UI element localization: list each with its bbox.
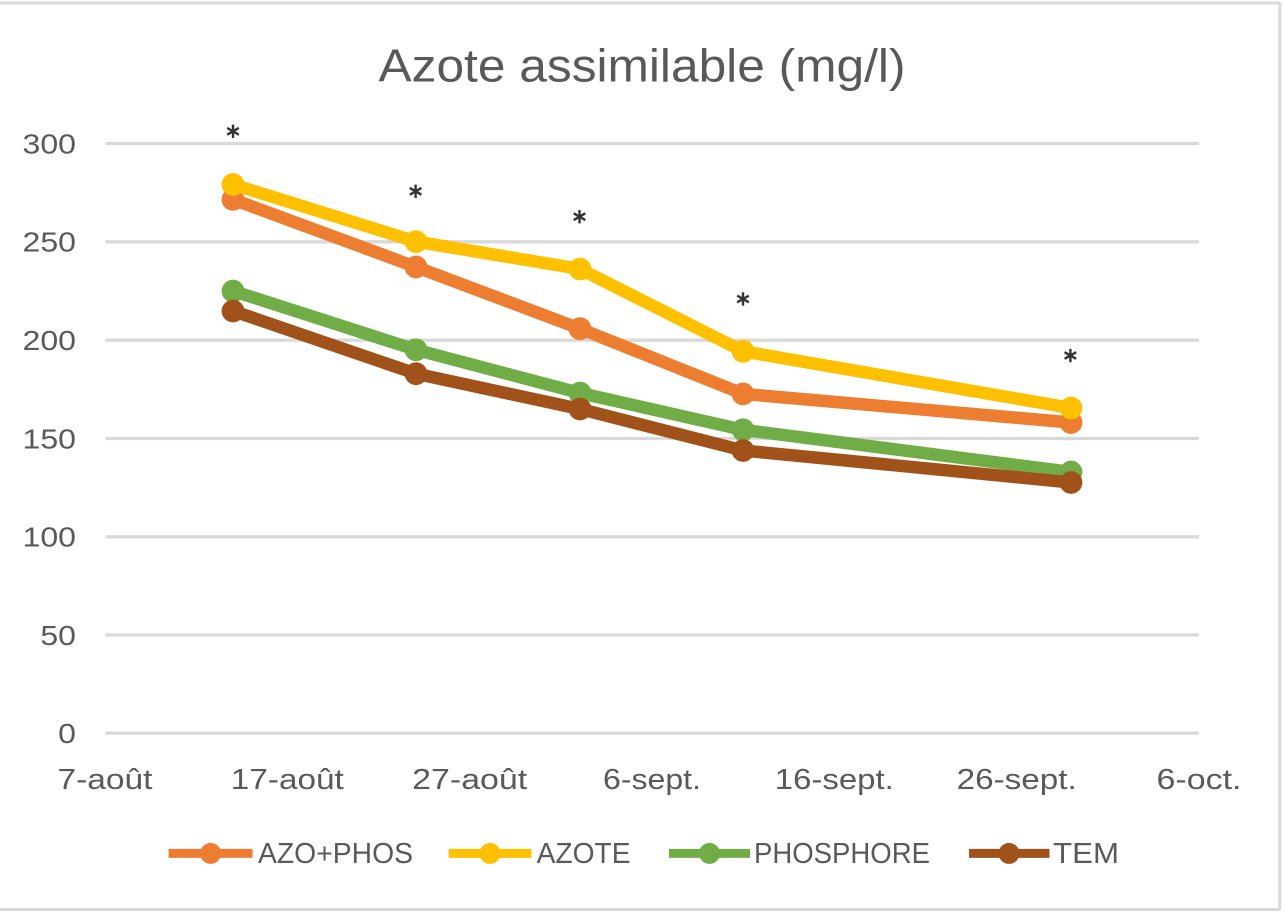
svg-text:200: 200 (23, 325, 77, 356)
svg-text:17-août: 17-août (231, 764, 344, 796)
svg-text:27-août: 27-août (412, 764, 527, 796)
svg-text:7-août: 7-août (58, 764, 153, 796)
svg-text:AZOTE: AZOTE (537, 838, 631, 870)
svg-text:0: 0 (58, 718, 76, 749)
svg-text:26-sept.: 26-sept. (957, 764, 1077, 796)
svg-text:PHOSPHORE: PHOSPHORE (754, 838, 930, 870)
svg-text:100: 100 (23, 522, 77, 553)
svg-text:300: 300 (23, 128, 77, 159)
svg-text:16-sept.: 16-sept. (775, 764, 894, 796)
svg-text:6-oct.: 6-oct. (1157, 764, 1242, 796)
svg-text:Azote assimilable (mg/l): Azote assimilable (mg/l) (379, 40, 906, 92)
svg-text:50: 50 (40, 620, 76, 651)
svg-text:6-sept.: 6-sept. (603, 764, 701, 796)
svg-text:TEM: TEM (1053, 838, 1119, 870)
svg-text:AZO+PHOS: AZO+PHOS (258, 838, 413, 870)
svg-text:150: 150 (23, 423, 77, 454)
svg-text:250: 250 (23, 227, 77, 258)
